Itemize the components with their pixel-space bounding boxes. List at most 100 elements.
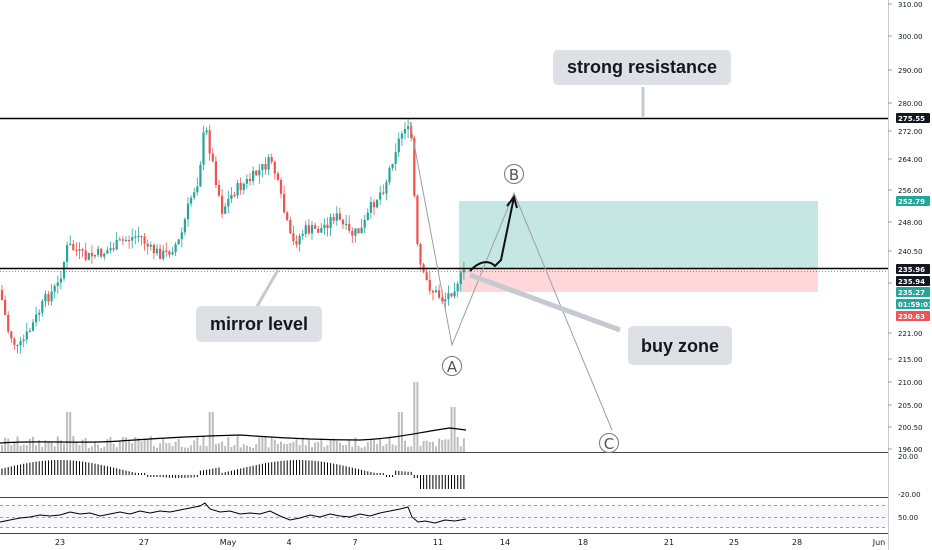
time-tick-label: 25 [729, 538, 739, 547]
candle-body [205, 130, 208, 133]
oscillator-bar [305, 460, 307, 475]
volume-bar [81, 439, 84, 452]
time-tick-label: Jun [872, 538, 886, 547]
oscillator-bar [395, 470, 397, 475]
oscillator-bar [373, 472, 375, 475]
profit-zone[interactable] [459, 201, 818, 269]
time-axis[interactable]: 23 27 May 4 7 11 14 18 21 25 28 Jun [55, 538, 885, 547]
candle-body [118, 239, 121, 241]
candle-body [239, 182, 242, 190]
volume-bar [379, 438, 382, 452]
oscillator-bar [280, 460, 282, 475]
oscillator-bar [23, 463, 25, 475]
oscillator-bar [196, 475, 198, 477]
oscillator-bar [348, 466, 350, 475]
wave-label-c[interactable]: C [599, 433, 619, 454]
candle-body [143, 236, 146, 244]
candle-body [245, 178, 248, 184]
oscillator-bar [44, 460, 46, 475]
oscillator-bar [345, 466, 347, 475]
candle-body [100, 248, 103, 257]
wave-label-b[interactable]: B [504, 164, 524, 185]
svg-text:B: B [509, 166, 519, 184]
candle-body [214, 161, 217, 186]
oscillator-bar [398, 470, 400, 475]
candle-body [453, 291, 456, 297]
oscillator-bar [178, 475, 180, 478]
volume-bar [66, 412, 69, 452]
candle-body [224, 206, 227, 214]
oscillator-bar [271, 462, 273, 475]
price-tick-label: 196.00 [898, 446, 923, 454]
oscillator-bar [35, 461, 37, 475]
callout-strong-resistance[interactable]: strong resistance [553, 50, 731, 85]
volume-bar [329, 439, 332, 452]
candle-body [0, 290, 4, 300]
candle-body [236, 182, 239, 196]
candle-body [441, 297, 444, 302]
candle-body [59, 278, 62, 283]
volume-bar [317, 442, 320, 452]
candle-body [351, 230, 354, 236]
projected-move-arrow[interactable] [469, 196, 515, 272]
callout-buy-zone[interactable]: buy zone [628, 326, 732, 365]
oscillator-bar [119, 469, 121, 475]
volume-bar [211, 412, 214, 452]
volume-bar [199, 445, 202, 452]
candle-body [62, 261, 66, 279]
volume-bar [441, 440, 444, 452]
volume-bar [338, 442, 341, 452]
volume-bar [47, 442, 50, 452]
oscillator-bar [249, 466, 251, 475]
oscillator-bar [283, 460, 285, 475]
svg-text:C: C [604, 435, 614, 453]
volume-bar [224, 446, 227, 452]
candle-body [261, 164, 264, 170]
candle-body [329, 217, 332, 229]
candle-body [242, 183, 245, 190]
candle-body [425, 272, 428, 280]
volume-bar [323, 446, 326, 452]
oscillator-bar [333, 463, 335, 475]
candle-body [447, 293, 450, 300]
candle-body [16, 344, 19, 347]
volume-bar [171, 446, 174, 452]
volume-bar [233, 445, 236, 452]
oscillator-bar [51, 460, 53, 475]
oscillator-bar [20, 464, 22, 475]
candle-body [152, 244, 155, 254]
volume-bar [190, 445, 193, 452]
oscillator-bar [172, 475, 173, 478]
candle-body [4, 299, 7, 315]
volume-bar [397, 412, 400, 452]
volume-bar [100, 447, 103, 452]
wave-label-a[interactable]: A [442, 356, 462, 377]
loss-zone[interactable] [459, 269, 818, 292]
oscillator-bar [29, 462, 31, 475]
candle-body [419, 243, 422, 265]
volume-bar [187, 447, 189, 452]
oscillator-bar [60, 460, 62, 475]
rsi-line [0, 502, 467, 524]
candle-body [121, 239, 124, 241]
volume-bar [419, 445, 422, 452]
candle-body [180, 232, 183, 240]
volume-bar [25, 445, 28, 452]
candle-body [357, 228, 360, 234]
oscillator-bar [66, 460, 68, 475]
volume-bar [72, 436, 75, 452]
price-axis[interactable]: 310.00 300.00 290.00 280.00 272.00 264.00 256.… [888, 1, 923, 454]
candle-body [81, 249, 84, 251]
oscillator-bar [79, 461, 80, 475]
oscillator-bar [17, 465, 18, 475]
volume-bar [32, 436, 34, 452]
candle-body [292, 233, 295, 242]
volume-bar [131, 443, 134, 452]
candle-body [323, 224, 326, 229]
oscillator-bar [224, 472, 226, 475]
oscillator-bar [63, 460, 65, 475]
callout-mirror-level[interactable]: mirror level [196, 306, 322, 342]
volume-bar [311, 447, 313, 452]
oscillator-bar [88, 462, 90, 475]
